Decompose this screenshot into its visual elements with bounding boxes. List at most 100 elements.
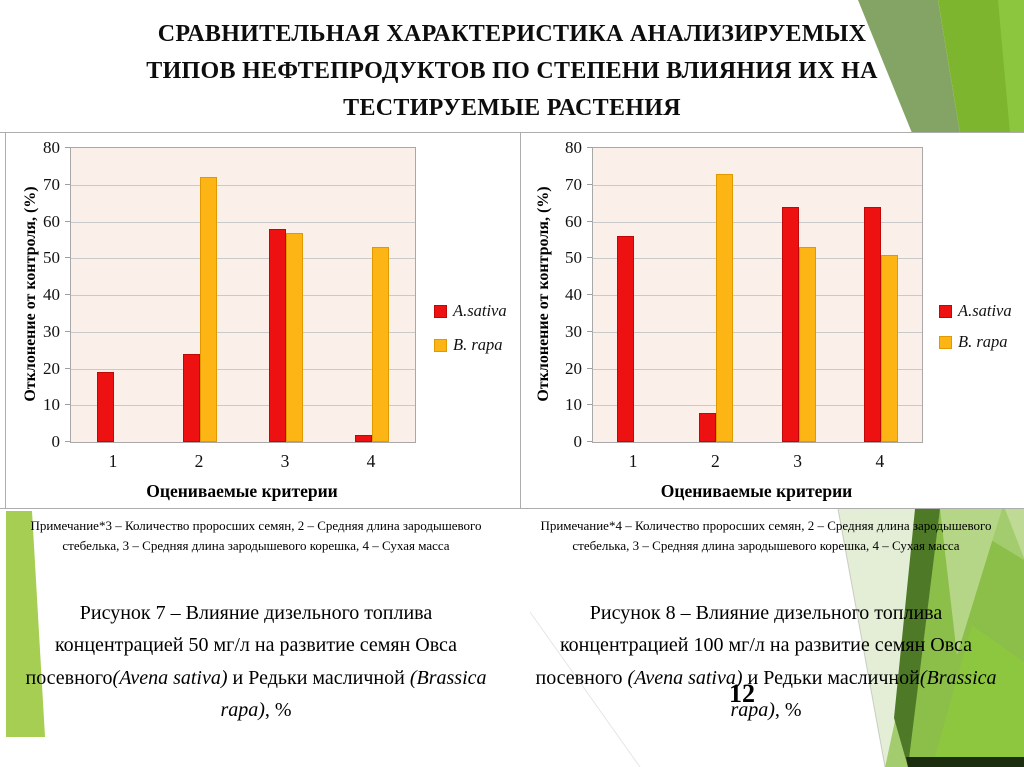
bar-a-sativa-cat4 [863, 206, 881, 442]
caption-figure-8: Рисунок 8 – Влияние дизельного топлива к… [527, 597, 1005, 727]
bar-a-sativa-cat2 [699, 412, 717, 442]
gridline-50 [593, 258, 922, 260]
bar-a-sativa-cat1 [97, 372, 114, 442]
decor-bottomright-bright [932, 625, 1024, 767]
y-tick-label-30: 30 [565, 321, 582, 341]
x-tick-label-4: 4 [366, 451, 376, 471]
legend-swatch-a-sativa [434, 304, 447, 318]
y-tick-label-10: 10 [43, 395, 60, 415]
chart-table-top-border [0, 132, 1024, 133]
y-tick-label-0: 0 [573, 432, 583, 451]
x-tick-label-4: 4 [875, 451, 885, 471]
gridline-70 [71, 184, 415, 186]
caption-7-text-1: Рисунок 7 – Влияние дизельного топлива к… [25, 602, 458, 689]
caption-7-text-2: и Редьки масличной [227, 666, 410, 689]
caption-7-species-1: (Avena sativa) [112, 666, 228, 689]
y-tick-label-60: 60 [565, 211, 582, 231]
bar-chart-diesel-100: Отклонение от контроля, (%) 0 10 20 30 40 50 60… [521, 133, 1024, 508]
caption-figure-7: Рисунок 7 – Влияние дизельного топлива к… [16, 597, 496, 727]
page-number: 12 [729, 679, 755, 708]
chart-table-bottom-border [0, 508, 1024, 509]
y-tick-label-10: 10 [565, 395, 582, 415]
y-tick-label-40: 40 [43, 285, 60, 304]
y-tick-label-40: 40 [565, 285, 582, 304]
y-tick-mark-70 [65, 183, 70, 185]
decor-facet-line-1 [837, 508, 886, 767]
y-tick-label-80: 80 [565, 138, 582, 157]
caption-8-species-2: (Brassica rapa) [730, 666, 997, 722]
y-tick-label-50: 50 [565, 248, 582, 268]
gridline-60 [71, 221, 415, 223]
y-tick-mark-30 [587, 330, 592, 332]
note-right: Примечание*4 – Количество проросших семя… [540, 518, 992, 554]
x-tick-label-1: 1 [628, 451, 638, 471]
bar-b-rapa-cat2 [716, 173, 734, 442]
chart-table-middle-divider [520, 132, 521, 509]
slide-title-line-1: СРАВНИТЕЛЬНАЯ ХАРАКТЕРИСТИКА АНАЛИЗИРУЕМ… [157, 21, 867, 47]
y-tick-mark-80 [587, 147, 592, 148]
legend-label-1: A.sativa [453, 301, 507, 320]
decor-bottomright-light-facet [940, 509, 1002, 655]
gridline-10 [71, 405, 415, 407]
y-tick-mark-60 [65, 220, 70, 222]
y-tick-label-30: 30 [43, 321, 60, 341]
bar-a-sativa-cat3 [781, 206, 799, 442]
chart-table-left-border [5, 132, 6, 509]
x-tick-label-2: 2 [194, 451, 204, 471]
y-tick-mark-0 [587, 441, 592, 442]
y-tick-mark-80 [65, 147, 70, 148]
x-axis-title: Оцениваемые критерии [660, 481, 853, 501]
decor-bottomright-pale-strip [1005, 509, 1024, 558]
y-tick-mark-30 [65, 330, 70, 332]
y-tick-label-0: 0 [51, 432, 61, 451]
gridline-60 [593, 221, 922, 223]
gridline-20 [71, 368, 415, 370]
gridline-40 [593, 295, 922, 296]
y-tick-mark-50 [65, 257, 70, 259]
y-tick-mark-70 [587, 183, 592, 185]
y-tick-mark-10 [65, 404, 70, 406]
slide-title-line-3: ТЕСТИРУЕМЫЕ РАСТЕНИЯ [343, 95, 681, 122]
bar-chart-diesel-50: Отклонение от контроля, (%) 0 10 20 30 40 50 60… [6, 133, 520, 508]
gridline-70 [593, 184, 922, 186]
plot-area [70, 147, 416, 443]
legend-label-2: B. rapa [453, 335, 503, 354]
caption-7-text-3: , % [264, 699, 292, 722]
y-tick-mark-60 [587, 220, 592, 222]
x-tick-label-2: 2 [711, 451, 720, 471]
x-axis-title: Оцениваемые критерии [146, 481, 338, 501]
gridline-30 [593, 331, 922, 333]
y-tick-mark-0 [65, 441, 70, 442]
legend-swatch-b-rapa [434, 338, 447, 352]
gridline-50 [71, 258, 415, 260]
decor-facet-line-2 [529, 611, 641, 767]
caption-7-species-2: (Brassica rapa) [220, 666, 487, 722]
caption-8-text-2: и Редьки масличной [742, 666, 920, 689]
legend-entry-2: B. rapa [939, 332, 1008, 352]
y-tick-mark-40 [587, 294, 592, 295]
legend-entry-1: A.sativa [434, 301, 507, 321]
bar-b-rapa-cat4 [880, 254, 898, 442]
legend-label-1: A.sativa [958, 301, 1012, 320]
legend-entry-1: A.sativa [939, 301, 1012, 321]
y-tick-mark-20 [587, 367, 592, 369]
bar-b-rapa-cat4 [372, 247, 389, 442]
decor-bottomleft-wedge [6, 511, 45, 737]
gridline-40 [71, 295, 415, 296]
decor-bottomright-dark-base-strip [906, 757, 1024, 767]
caption-8-text-1: Рисунок 8 – Влияние дизельного топлива к… [535, 602, 973, 689]
y-tick-mark-10 [587, 404, 592, 406]
slide-title-line-2: ТИПОВ НЕФТЕПРОДУКТОВ ПО СТЕПЕНИ ВЛИЯНИЯ … [146, 58, 878, 85]
bar-b-rapa-cat2 [200, 177, 217, 442]
bar-b-rapa-cat3 [798, 247, 816, 442]
y-tick-label-20: 20 [43, 358, 60, 378]
note-left: Примечание*3 – Количество проросших семя… [30, 518, 482, 554]
y-tick-mark-50 [587, 257, 592, 259]
legend-entry-2: B. rapa [434, 335, 503, 355]
y-tick-label-70: 70 [565, 174, 582, 194]
bar-b-rapa-cat3 [286, 232, 303, 442]
bar-a-sativa-cat4 [355, 434, 372, 442]
x-tick-label-1: 1 [108, 451, 118, 471]
slide-title: СРАВНИТЕЛЬНАЯ ХАРАКТЕРИСТИКА АНАЛИЗИРУЕМ… [112, 16, 912, 128]
